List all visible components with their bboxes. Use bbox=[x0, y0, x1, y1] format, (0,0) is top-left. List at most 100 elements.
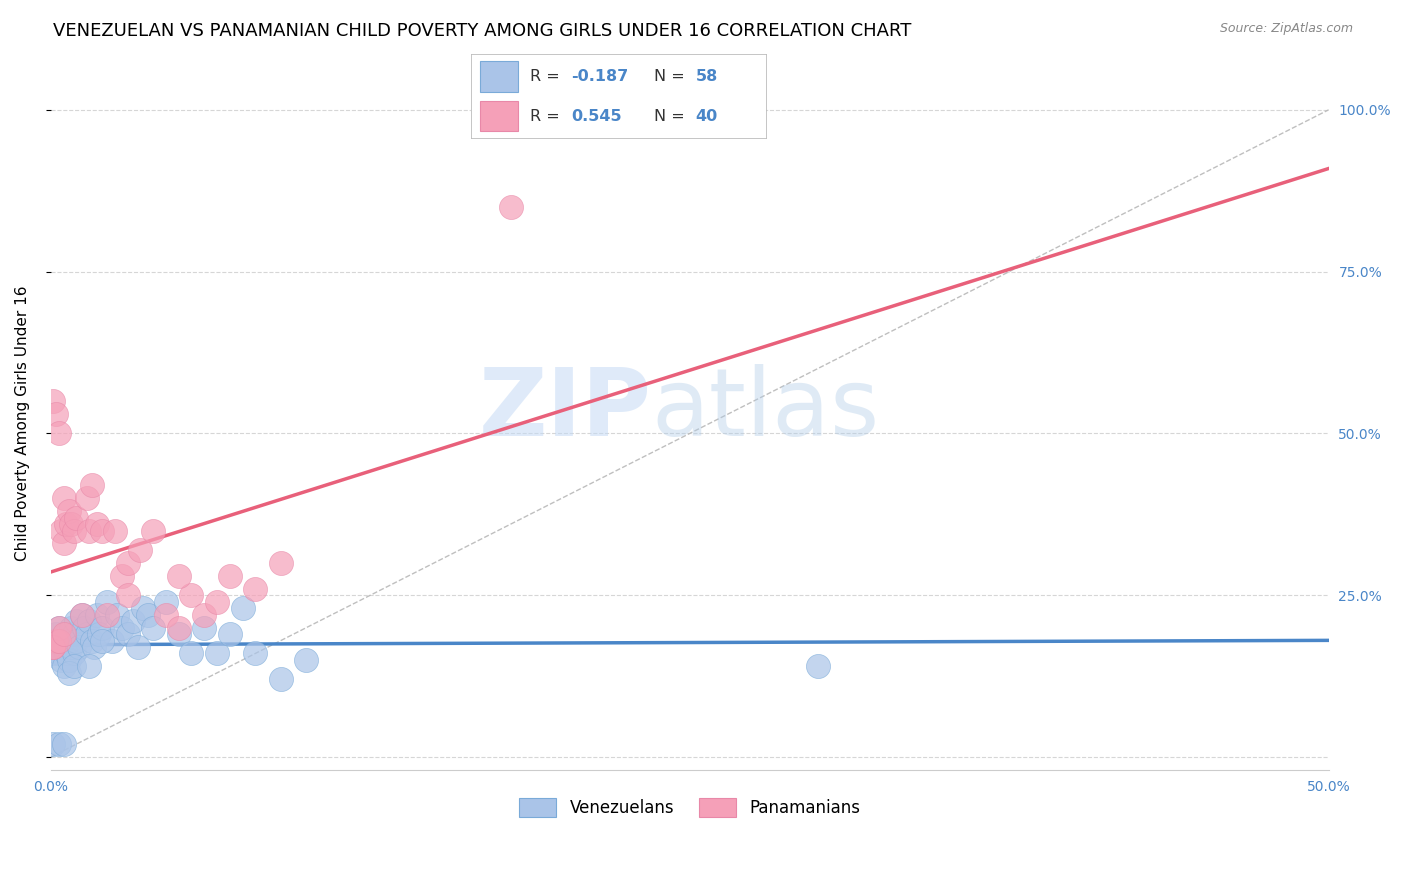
Y-axis label: Child Poverty Among Girls Under 16: Child Poverty Among Girls Under 16 bbox=[15, 286, 30, 561]
Point bbox=[245, 647, 267, 661]
Point bbox=[60, 621, 83, 635]
Point bbox=[91, 621, 114, 635]
Point bbox=[105, 607, 128, 622]
Point bbox=[70, 607, 93, 622]
Text: 58: 58 bbox=[696, 69, 717, 84]
Point bbox=[48, 621, 70, 635]
Point bbox=[48, 737, 70, 751]
Point bbox=[63, 627, 86, 641]
Point bbox=[167, 569, 190, 583]
Text: N =: N = bbox=[654, 109, 690, 124]
Point bbox=[58, 665, 80, 680]
Point bbox=[42, 633, 65, 648]
Point bbox=[121, 614, 143, 628]
Point bbox=[48, 633, 70, 648]
Legend: Venezuelans, Panamanians: Venezuelans, Panamanians bbox=[513, 791, 866, 824]
Point bbox=[42, 737, 65, 751]
Point bbox=[73, 621, 96, 635]
Point bbox=[70, 607, 93, 622]
Point bbox=[48, 426, 70, 441]
Point bbox=[42, 640, 65, 654]
Text: 40: 40 bbox=[696, 109, 717, 124]
Point bbox=[52, 640, 75, 654]
Point bbox=[63, 524, 86, 538]
Point bbox=[155, 607, 177, 622]
Text: 0.545: 0.545 bbox=[571, 109, 621, 124]
Point bbox=[67, 640, 90, 654]
Point bbox=[132, 601, 155, 615]
Point bbox=[270, 556, 292, 570]
Point bbox=[83, 640, 105, 654]
Point bbox=[218, 569, 240, 583]
Point bbox=[45, 633, 67, 648]
Point bbox=[136, 607, 159, 622]
Point bbox=[52, 737, 75, 751]
Point bbox=[55, 647, 77, 661]
Point bbox=[193, 607, 215, 622]
Bar bbox=[479, 101, 519, 131]
Point bbox=[42, 394, 65, 409]
Point bbox=[295, 653, 318, 667]
Point bbox=[42, 640, 65, 654]
Point bbox=[45, 627, 67, 641]
Point bbox=[58, 633, 80, 648]
Point bbox=[101, 633, 124, 648]
Point bbox=[77, 614, 100, 628]
Bar bbox=[479, 62, 519, 92]
Point bbox=[155, 595, 177, 609]
Point bbox=[104, 524, 127, 538]
Point bbox=[218, 627, 240, 641]
Point bbox=[63, 659, 86, 673]
Point bbox=[167, 627, 190, 641]
Text: Source: ZipAtlas.com: Source: ZipAtlas.com bbox=[1219, 22, 1353, 36]
Point bbox=[60, 516, 83, 531]
Text: R =: R = bbox=[530, 109, 565, 124]
Text: N =: N = bbox=[654, 69, 690, 84]
Point bbox=[48, 621, 70, 635]
Point bbox=[49, 524, 72, 538]
Point bbox=[65, 614, 87, 628]
Point bbox=[42, 647, 65, 661]
Point bbox=[45, 407, 67, 421]
Point bbox=[63, 647, 86, 661]
Point bbox=[52, 536, 75, 550]
Text: atlas: atlas bbox=[651, 364, 880, 456]
Point bbox=[96, 607, 118, 622]
Point bbox=[806, 659, 828, 673]
Text: R =: R = bbox=[530, 69, 565, 84]
Text: ZIP: ZIP bbox=[478, 364, 651, 456]
Point bbox=[142, 524, 165, 538]
Point bbox=[205, 595, 228, 609]
Point bbox=[180, 647, 202, 661]
Point bbox=[45, 640, 67, 654]
Point bbox=[86, 516, 108, 531]
Point bbox=[129, 543, 152, 558]
Point bbox=[180, 588, 202, 602]
Point bbox=[77, 659, 100, 673]
Point bbox=[111, 569, 134, 583]
Point bbox=[193, 621, 215, 635]
Point bbox=[60, 640, 83, 654]
Point bbox=[80, 478, 103, 492]
Point bbox=[49, 653, 72, 667]
Text: VENEZUELAN VS PANAMANIAN CHILD POVERTY AMONG GIRLS UNDER 16 CORRELATION CHART: VENEZUELAN VS PANAMANIAN CHILD POVERTY A… bbox=[53, 22, 912, 40]
Point bbox=[80, 633, 103, 648]
Point bbox=[55, 627, 77, 641]
Point bbox=[231, 601, 253, 615]
Point bbox=[52, 627, 75, 641]
Point bbox=[86, 607, 108, 622]
Point bbox=[142, 621, 165, 635]
Point bbox=[55, 516, 77, 531]
Point bbox=[52, 659, 75, 673]
Point bbox=[111, 621, 134, 635]
Point bbox=[65, 633, 87, 648]
Point bbox=[76, 627, 98, 641]
Point bbox=[91, 633, 114, 648]
Point bbox=[167, 621, 190, 635]
Point bbox=[127, 640, 149, 654]
Point bbox=[49, 633, 72, 648]
Point bbox=[499, 200, 522, 214]
Point bbox=[52, 491, 75, 505]
Point bbox=[58, 504, 80, 518]
Point bbox=[205, 647, 228, 661]
